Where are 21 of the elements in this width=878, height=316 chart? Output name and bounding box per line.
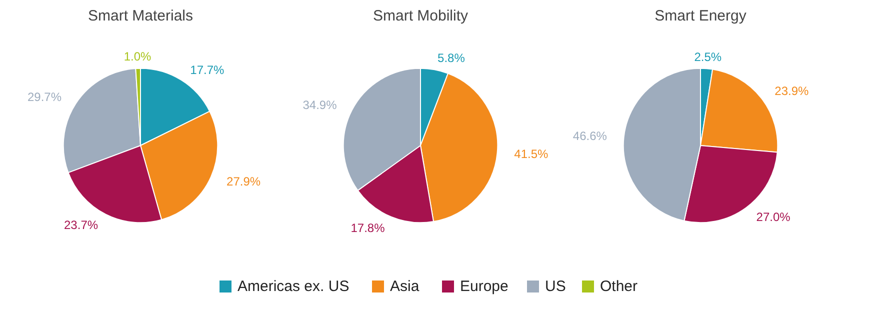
data-label: 41.5% [514,147,549,162]
data-label: 17.7% [190,62,225,77]
legend-label: Americas ex. US [238,278,350,295]
data-label: 5.8% [438,51,466,66]
chart-title: Smart Mobility [372,8,469,24]
data-label: 17.8% [350,220,386,235]
legend-label: US [545,278,566,295]
data-label: 27.0% [756,210,791,224]
data-label: 29.7% [27,90,62,104]
data-label: 1.0% [124,50,152,64]
chart-title: Smart Energy [654,8,747,24]
legend-label: Europe [460,278,508,295]
data-label: 46.6% [572,129,608,144]
legend-label: Other [600,278,638,295]
data-label: 27.9% [226,174,261,189]
chart-title: Smart Materials [88,8,194,24]
legend-label: Asia [390,278,420,295]
data-label: 34.9% [302,98,338,112]
data-label: 23.7% [64,218,98,232]
data-label: 2.5% [694,50,722,64]
data-label: 23.9% [774,84,810,98]
